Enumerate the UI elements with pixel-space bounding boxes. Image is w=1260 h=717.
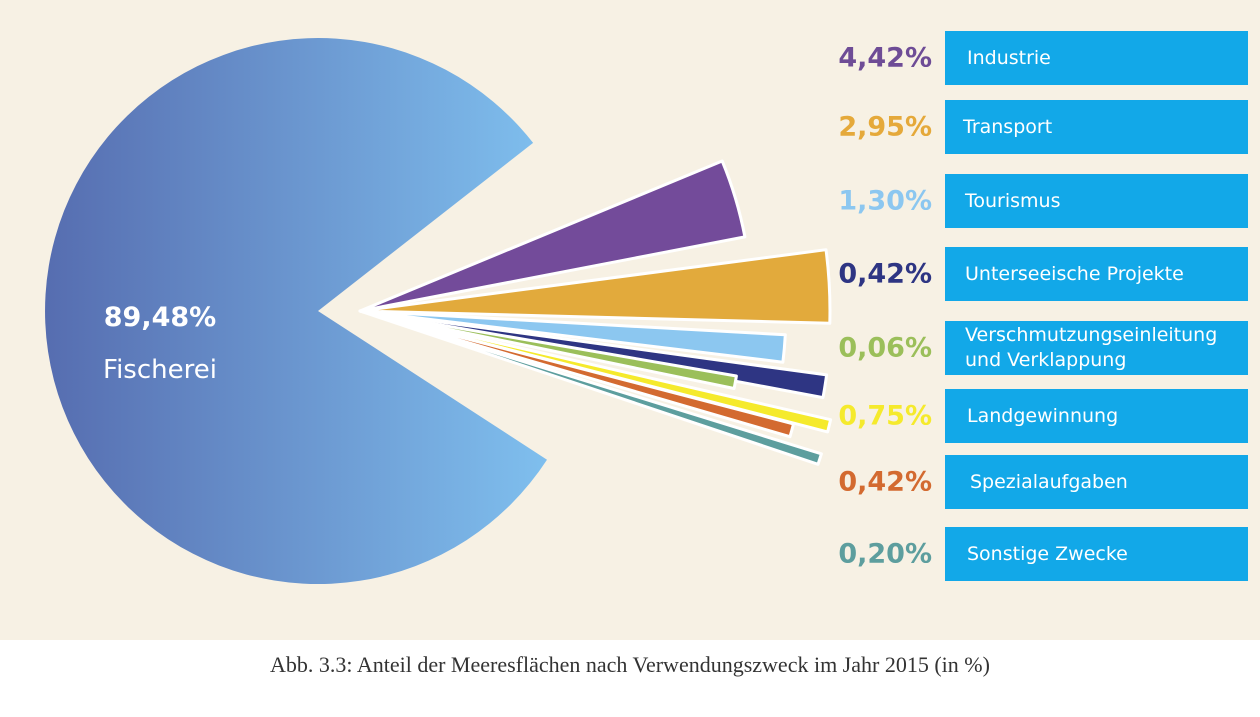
legend-row-unterseeische-projekte: 0,42% Unterseeische Projekte [0, 247, 1260, 301]
legend-label: Landgewinnung [945, 389, 1248, 443]
legend-label: Verschmutzungseinleitung und Verklappung [945, 321, 1248, 375]
pie-slice-tourismus [358, 309, 787, 364]
legend-value: 1,30% [838, 185, 932, 217]
legend-label: Tourismus [945, 174, 1248, 228]
legend-row-spezialaufgaben: 0,42% Spezialaufgaben [0, 455, 1260, 509]
pie-slices-group [45, 38, 833, 585]
legend-row-sonstige-zwecke: 0,20% Sonstige Zwecke [0, 527, 1260, 581]
legend-row-landgewinnung: 0,75% Landgewinnung [0, 389, 1260, 443]
chart-panel: 89,48% Fischerei 4,42% Industrie 2,95% T… [0, 0, 1260, 640]
figure-caption: Abb. 3.3: Anteil der Meeresflächen nach … [270, 652, 990, 677]
legend-label: Spezialaufgaben [945, 455, 1248, 509]
pie-slice-sonstige-zwecke [358, 309, 823, 466]
main-slice-category-label: Fischerei [103, 355, 217, 385]
legend-label: Sonstige Zwecke [945, 527, 1248, 581]
legend-label: Industrie [945, 31, 1248, 85]
legend-value: 0,20% [838, 538, 932, 570]
legend-value: 4,42% [838, 42, 932, 74]
pie-slice-spezialaufgaben [358, 309, 795, 439]
pie-slice-industrie [358, 159, 747, 313]
pie-slice-verschmutzungseinleitung [358, 309, 738, 390]
pie-slice-transport [358, 248, 832, 325]
legend-row-tourismus: 1,30% Tourismus [0, 174, 1260, 228]
legend-value: 0,42% [838, 466, 932, 498]
legend-label: Transport [945, 100, 1248, 154]
legend-row-industrie: 4,42% Industrie [0, 31, 1260, 85]
main-slice-value-label: 89,48% [103, 302, 217, 333]
legend-value: 0,06% [838, 332, 932, 364]
pie-slice-fischerei [45, 38, 548, 585]
legend-value: 2,95% [838, 111, 932, 143]
legend-row-verschmutzungseinleitung: 0,06% Verschmutzungseinleitung und Verkl… [0, 321, 1260, 375]
legend-row-transport: 2,95% Transport [0, 100, 1260, 154]
legend-value: 0,75% [838, 400, 932, 432]
legend-label: Unterseeische Projekte [945, 247, 1248, 301]
pie-chart [45, 38, 833, 585]
legend-value: 0,42% [838, 258, 932, 290]
